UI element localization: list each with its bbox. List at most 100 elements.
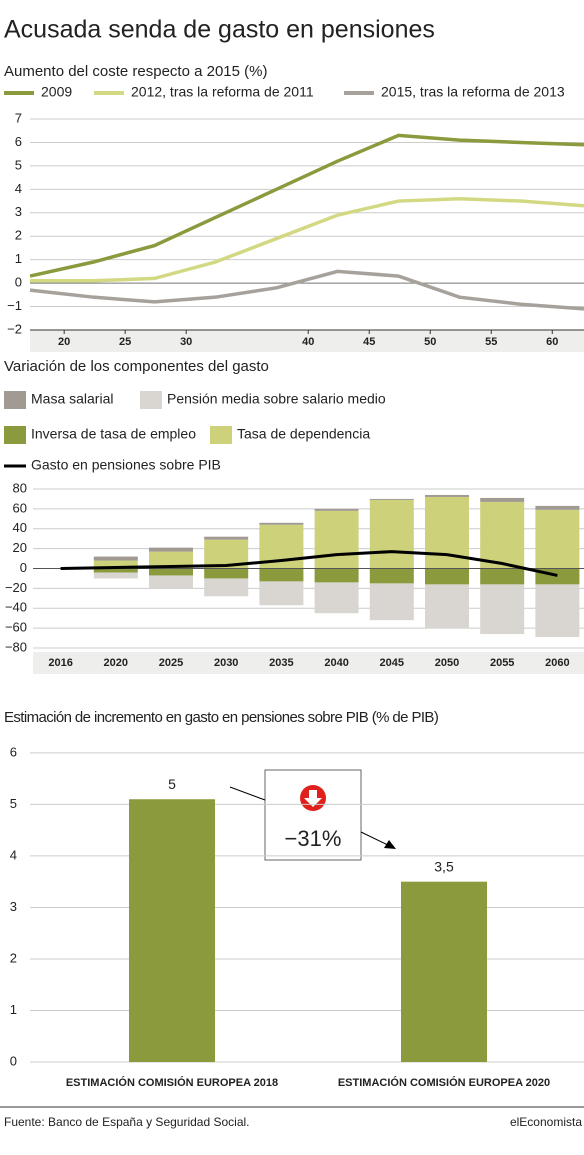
bar-segment [314,510,359,569]
y-tick-label: 5 [10,796,17,811]
x-tick-label: 30 [180,336,192,348]
bar-segment [93,572,138,579]
source: Fuente: Banco de España y Seguridad Soci… [4,1115,250,1129]
bar-segment [480,568,525,585]
x-tick-label: 50 [424,336,436,348]
y-tick-label: 2 [15,228,22,243]
y-tick-label: 3 [15,204,22,219]
y-tick-label: −20 [5,580,27,595]
x-tick-label: 25 [119,336,131,348]
arrow-head [384,840,396,849]
x-tick-label: 2025 [159,657,183,669]
x-tick-label: 2035 [269,657,293,669]
chart-title: Estimación de incremento en gasto en pen… [4,709,439,726]
legend-label: 2009 [41,84,72,100]
chart-title: Aumento del coste respecto a 2015 (%) [4,63,267,80]
y-tick-label: −1 [7,298,22,313]
x-tick-label: 55 [485,336,497,348]
legend-swatch [4,426,26,444]
x-axis-band [30,330,584,352]
bar-segment [369,498,414,500]
brand: elEconomista [510,1115,582,1129]
bar-segment [535,505,580,510]
y-tick-label: 1 [10,1002,17,1017]
bar-segment [369,499,414,569]
y-tick-label: 3 [10,899,17,914]
legend-label: 2012, tras la reforma de 2011 [131,84,314,100]
y-tick-label: 80 [13,480,27,495]
bar-segment [204,536,249,540]
legend-swatch [140,391,162,409]
y-tick-label: 0 [10,1053,17,1068]
bar-segment [93,568,138,573]
y-tick-label: 0 [15,275,22,290]
line-series [30,196,584,283]
y-tick-label: 5 [15,157,22,172]
bar-segment [425,584,469,629]
legend-swatch [4,391,26,409]
y-tick-label: 0 [20,560,27,575]
bar-segment [259,522,304,525]
bar-segment [425,568,469,585]
bar-segment [204,578,249,597]
legend-label: Tasa de dependencia [237,426,370,442]
bar-segment [149,568,193,576]
y-tick-label: 2 [10,950,17,965]
x-tick-label: 2055 [490,657,514,669]
bar-segment [314,508,359,511]
x-tick-label: 40 [302,336,314,348]
y-tick-label: −80 [5,639,27,654]
line-series [60,550,558,577]
x-tick-label: ESTIMACIÓN COMISIÓN EUROPEA 2018 [66,1076,278,1089]
bar-segment [480,501,525,569]
x-tick-label: 2016 [48,657,72,669]
y-tick-label: 20 [13,540,27,555]
bar-segment [480,584,525,635]
bar-segment [204,568,249,579]
bar-segment [259,568,304,582]
x-tick-label: 20 [58,336,70,348]
y-tick-label: −60 [5,620,27,635]
y-tick-label: 60 [13,500,27,515]
connector [360,831,391,847]
y-tick-label: −2 [7,321,22,336]
bar-segment [149,551,193,569]
bar-segment [369,568,414,584]
bar-segment [93,560,138,569]
line-series [29,133,584,278]
y-tick-label: −40 [5,600,27,615]
value-label: 5 [168,776,176,792]
x-axis-band [33,652,584,674]
legend-label: Inversa de tasa de empleo [31,426,196,442]
legend-label: Pensión media sobre salario medio [167,391,386,407]
x-tick-label: 60 [546,336,558,348]
connector [229,786,266,801]
x-tick-label: 2050 [435,657,459,669]
y-tick-label: 4 [10,847,17,862]
bar-segment [314,568,359,583]
value-label: 3,5 [434,858,454,874]
y-tick-label: 1 [15,251,22,266]
y-tick-label: 6 [15,134,22,149]
legend-label: Masa salarial [31,391,113,407]
bar-segment [93,556,138,561]
bar-segment [425,494,469,497]
bar-segment [535,584,580,638]
y-tick-label: 40 [13,520,27,535]
chart-title: Variación de los componentes del gasto [4,358,269,375]
y-tick-label: 4 [15,181,22,196]
bar-segment [149,547,193,552]
x-tick-label: 2045 [380,657,404,669]
bar-segment [259,581,304,606]
x-tick-label: 2030 [214,657,238,669]
line-series [29,269,584,311]
bar-segment [149,575,193,589]
annotation: −31% [285,826,342,851]
x-tick-label: 2040 [324,657,348,669]
bar-segment [480,497,525,502]
legend-label: Gasto en pensiones sobre PIB [31,457,221,473]
x-tick-label: 2020 [104,657,128,669]
bar [401,881,487,1062]
bar [129,799,215,1062]
